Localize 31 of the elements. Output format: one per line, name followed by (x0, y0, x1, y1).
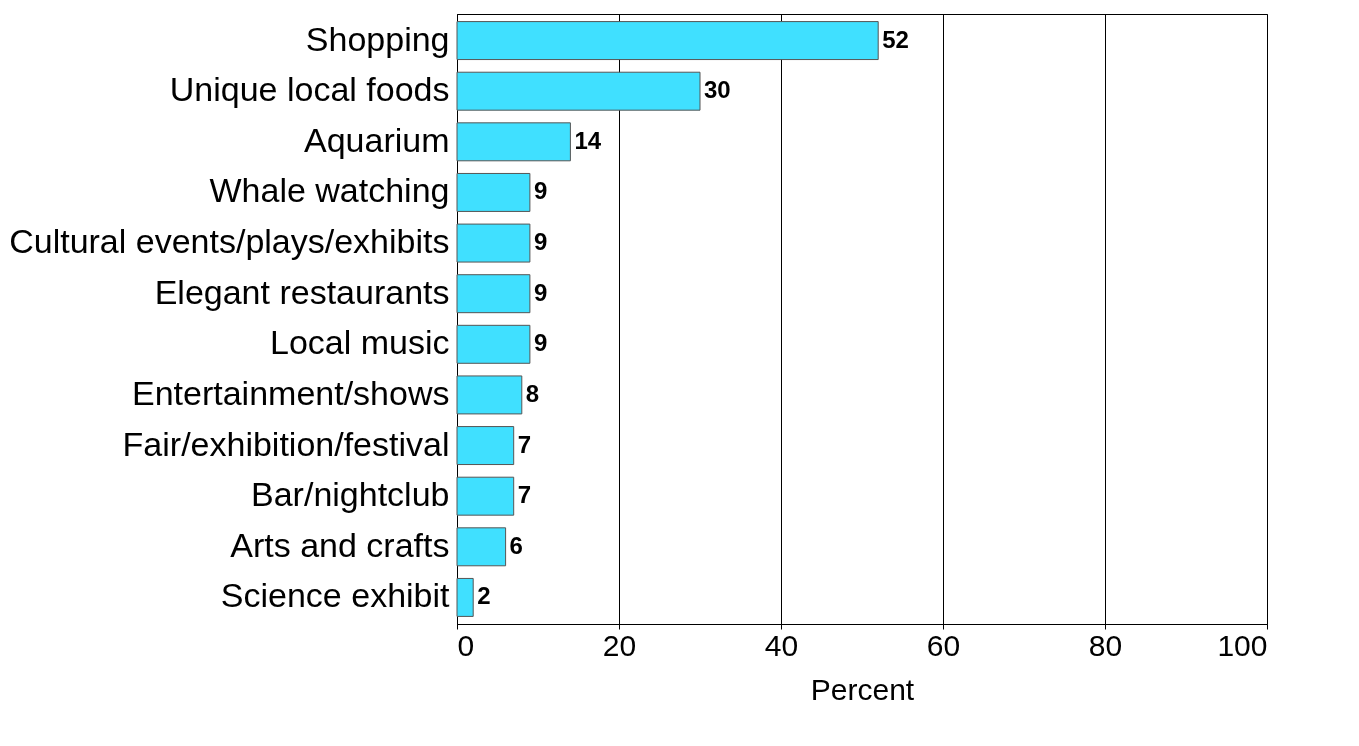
y-tick-label: Science exhibit (220, 576, 451, 615)
y-tick-label: Entertainment/shows (132, 373, 450, 412)
y-tick-label: Fair/exhibition/festival (122, 424, 450, 463)
y-tick-label: Whale watching (209, 171, 450, 210)
y-tick-label: Shopping (305, 19, 450, 58)
data-label: 9 (533, 177, 548, 205)
x-tick-label: 100 (1217, 628, 1268, 662)
x-tick-label: 20 (602, 628, 637, 662)
data-label: 7 (517, 481, 532, 509)
x-tick-label: 40 (764, 628, 799, 662)
data-label: 9 (533, 278, 548, 306)
data-label: 9 (533, 329, 548, 357)
data-label: 7 (517, 430, 532, 458)
data-label: 30 (704, 76, 731, 104)
x-axis-title: Percent (810, 672, 915, 706)
y-tick-label: Cultural events/plays/exhibits (9, 222, 450, 261)
data-label: 52 (882, 25, 909, 53)
data-label: 8 (525, 379, 540, 407)
y-tick-label: Local music (269, 323, 450, 362)
data-label: 6 (509, 531, 523, 559)
y-tick-label: Arts and crafts (230, 525, 450, 564)
y-tick-label: Unique local foods (169, 70, 450, 109)
y-tick-label: Bar/nightclub (251, 475, 450, 514)
data-label: 14 (574, 126, 602, 154)
x-tick-label: 0 (457, 628, 475, 662)
y-tick-label: Aquarium (303, 120, 450, 159)
x-tick-label: 80 (1088, 628, 1123, 662)
data-label: 9 (533, 228, 548, 256)
data-label: 2 (477, 582, 491, 610)
x-tick-label: 60 (926, 628, 961, 662)
y-tick-label: Elegant restaurants (154, 272, 450, 311)
